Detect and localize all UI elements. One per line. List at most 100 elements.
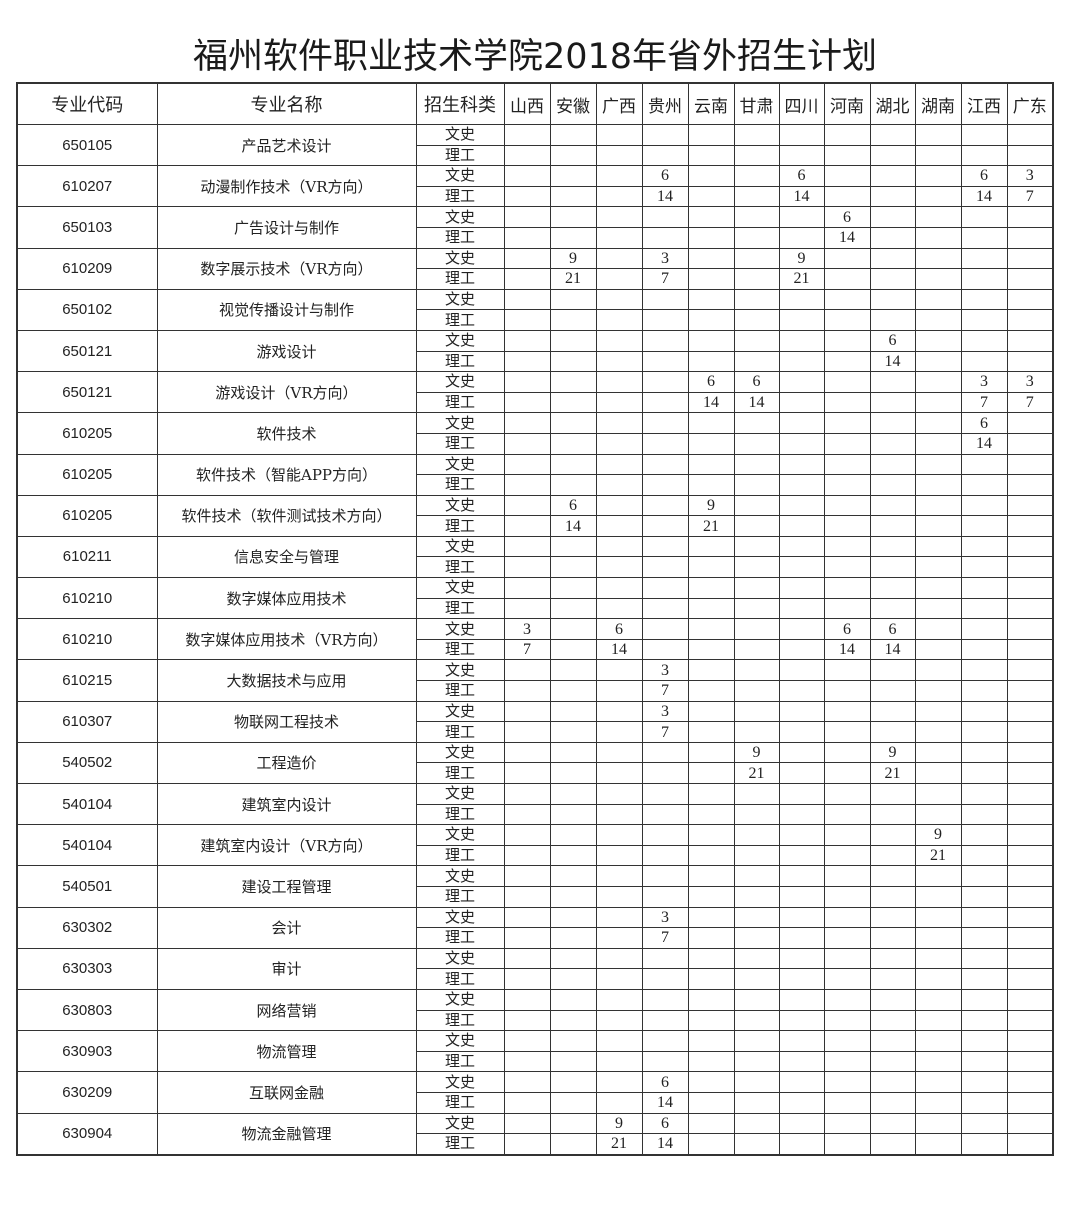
quota-cell: 14 <box>960 432 1008 455</box>
quota-cell <box>1006 762 1054 784</box>
quota-cell <box>823 494 871 517</box>
category-cell: 理工 <box>415 185 505 208</box>
quota-cell <box>641 1050 689 1073</box>
quota-cell: 21 <box>733 762 780 784</box>
quota-cell <box>687 185 735 208</box>
quota-cell <box>733 577 780 599</box>
category-cell: 文史 <box>415 535 505 558</box>
header-row: 专业代码 专业名称 招生科类 山西 安徽 广西 贵州 云南 甘肃 四川 河南 湖北 湖南 江西 广东 <box>16 82 1054 125</box>
quota-cell <box>960 618 1008 640</box>
category-cell: 理工 <box>415 474 505 496</box>
quota-cell: 9 <box>733 741 780 764</box>
quota-cell <box>733 803 780 826</box>
quota-cell <box>778 371 825 393</box>
quota-cell <box>641 577 689 599</box>
quota-cell <box>595 680 643 702</box>
quota-cell <box>1006 721 1054 743</box>
major-name: 数字媒体应用技术 <box>156 577 417 620</box>
quota-cell <box>869 556 916 579</box>
category-cell: 理工 <box>415 515 505 537</box>
category-cell: 文史 <box>415 494 505 517</box>
quota-cell <box>687 659 735 682</box>
major-name: 工程造价 <box>156 741 417 785</box>
table-row: 理工 21 21 <box>17 762 1054 784</box>
quota-cell <box>733 206 780 228</box>
quota-cell: 21 <box>687 515 735 537</box>
category-cell: 理工 <box>415 803 505 826</box>
quota-cell <box>1006 453 1054 476</box>
table-row: 610211 信息安全与管理 文史 <box>16 535 1054 579</box>
quota-cell <box>823 783 871 805</box>
major-code: 610215 <box>16 659 158 702</box>
quota-cell <box>687 350 735 373</box>
quota-cell <box>503 824 551 846</box>
quota-cell <box>595 226 643 249</box>
quota-cell <box>914 371 962 393</box>
major-name: 软件技术 <box>156 412 417 455</box>
quota-cell <box>733 474 780 496</box>
quota-cell <box>503 1133 551 1156</box>
quota-cell: 6 <box>869 618 916 640</box>
quota-cell <box>595 865 643 887</box>
quota-cell: 14 <box>641 1091 689 1114</box>
quota-cell <box>733 597 780 620</box>
quota-cell <box>778 1071 825 1093</box>
table-row: 理工 <box>17 968 1054 990</box>
major-name: 信息安全与管理 <box>156 535 417 579</box>
quota-cell <box>595 597 643 620</box>
quota-cell <box>869 1091 916 1114</box>
category-cell: 文史 <box>415 1030 505 1052</box>
quota-cell <box>687 906 735 929</box>
category-cell: 文史 <box>415 947 505 970</box>
quota-cell <box>595 124 643 146</box>
table-row: 630803 网络营销 文史 <box>16 988 1054 1032</box>
table-row: 理工 <box>17 556 1054 579</box>
quota-cell <box>960 927 1008 949</box>
quota-cell <box>1006 1009 1054 1032</box>
quota-cell <box>823 700 871 723</box>
quota-cell <box>823 1112 871 1135</box>
quota-cell <box>823 1050 871 1073</box>
quota-cell <box>595 1071 643 1093</box>
table-row: 理工 7 <box>17 680 1054 702</box>
quota-cell <box>503 329 551 352</box>
table-row: 650103 广告设计与制作 文史 6 <box>16 206 1054 249</box>
quota-cell <box>687 927 735 949</box>
quota-cell <box>869 1009 916 1032</box>
quota-cell <box>778 1091 825 1114</box>
major-name: 审计 <box>156 947 417 990</box>
quota-cell <box>733 783 780 805</box>
category-cell: 理工 <box>415 1050 505 1073</box>
quota-cell <box>823 741 871 764</box>
quota-cell <box>914 968 962 990</box>
quota-cell: 14 <box>549 515 597 537</box>
quota-cell <box>823 309 871 331</box>
quota-cell <box>914 906 962 929</box>
quota-cell <box>503 803 551 826</box>
quota-cell: 9 <box>914 824 962 846</box>
quota-cell <box>914 247 962 270</box>
quota-cell <box>549 144 597 167</box>
major-name: 广告设计与制作 <box>156 206 417 249</box>
quota-cell <box>1006 824 1054 846</box>
quota-cell <box>549 906 597 929</box>
category-cell: 文史 <box>415 453 505 476</box>
category-cell: 文史 <box>415 783 505 805</box>
quota-cell <box>914 432 962 455</box>
quota-cell <box>687 947 735 970</box>
category-cell: 文史 <box>415 988 505 1011</box>
major-code: 650105 <box>16 123 158 167</box>
quota-cell <box>960 494 1008 517</box>
quota-cell <box>687 844 735 867</box>
quota-cell <box>960 1030 1008 1052</box>
quota-cell <box>1006 1030 1054 1052</box>
category-cell: 理工 <box>415 680 505 702</box>
quota-cell <box>503 968 551 990</box>
quota-cell <box>914 474 962 496</box>
quota-cell <box>733 659 780 682</box>
header-province: 江西 <box>960 82 1008 125</box>
quota-cell <box>503 144 551 167</box>
quota-cell <box>869 968 916 990</box>
quota-cell <box>503 556 551 579</box>
quota-cell <box>549 329 597 352</box>
